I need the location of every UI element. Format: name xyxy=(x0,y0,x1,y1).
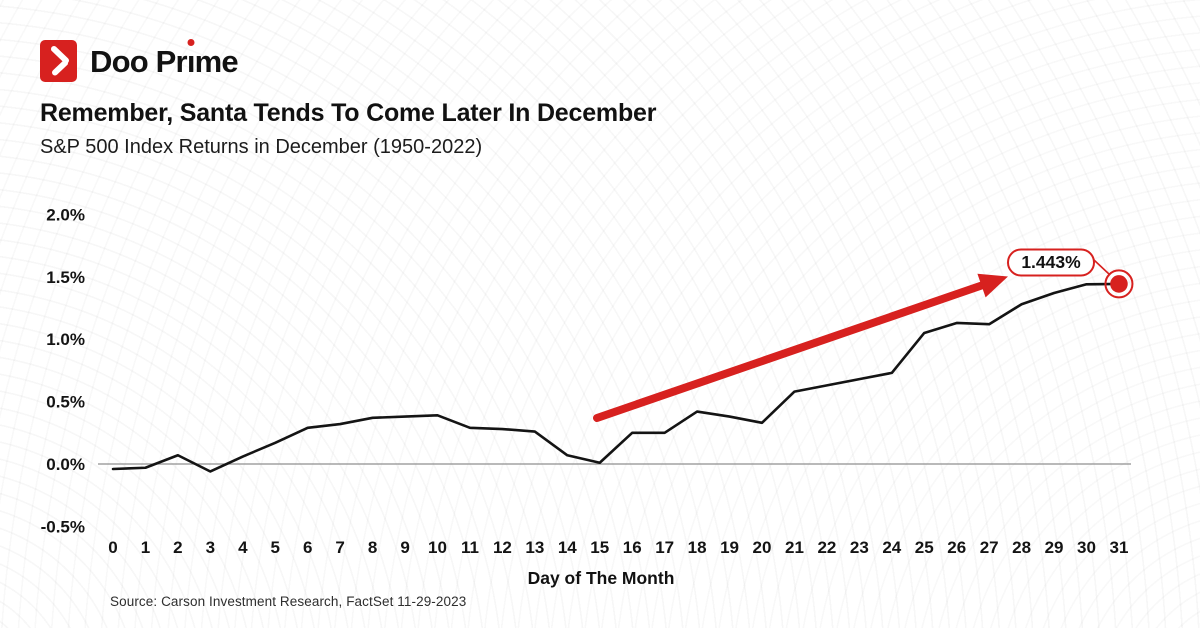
x-tick-label: 21 xyxy=(785,538,804,557)
value-callout: 1.443% xyxy=(1007,248,1111,277)
endpoint-ring xyxy=(1104,269,1134,299)
y-tick-label: -0.5% xyxy=(41,517,85,536)
y-axis-labels: 2.0% 1.5% 1.0% 0.5% 0.0% -0.5% xyxy=(41,205,85,536)
endpoint-marker xyxy=(1104,269,1134,299)
x-tick-label: 26 xyxy=(947,538,966,557)
trend-arrow-shaft xyxy=(593,281,987,422)
logo-text-post: me xyxy=(194,43,239,79)
chart-subtitle: S&P 500 Index Returns in December (1950-… xyxy=(40,136,483,158)
callout-connector xyxy=(1093,259,1111,276)
x-tick-label: 31 xyxy=(1109,538,1128,557)
x-tick-label: 20 xyxy=(753,538,772,557)
x-tick-label: 3 xyxy=(206,538,215,557)
x-tick-label: 9 xyxy=(400,538,409,557)
x-tick-label: 7 xyxy=(335,538,344,557)
chart-title: Remember, Santa Tends To Come Later In D… xyxy=(40,99,657,127)
x-tick-label: 14 xyxy=(558,538,577,557)
y-tick-label: 0.0% xyxy=(46,455,85,474)
callout-pill xyxy=(1007,248,1095,277)
x-tick-label: 2 xyxy=(173,538,182,557)
y-tick-label: 1.0% xyxy=(46,330,85,349)
logo-letter-i: ı xyxy=(187,38,195,77)
doo-prime-logo: Doo Pr ı me xyxy=(40,38,239,82)
logo-red-dot xyxy=(187,38,195,46)
y-tick-label: 1.5% xyxy=(46,268,85,287)
x-tick-label: 16 xyxy=(623,538,642,557)
doo-prime-logo-icon xyxy=(40,40,77,82)
x-tick-label: 18 xyxy=(688,538,707,557)
x-tick-label: 27 xyxy=(980,538,999,557)
x-tick-label: 11 xyxy=(461,538,479,557)
x-tick-label: 15 xyxy=(590,538,609,557)
x-axis-title: Day of The Month xyxy=(528,568,675,588)
x-tick-label: 25 xyxy=(915,538,934,557)
y-tick-label: 0.5% xyxy=(46,393,85,412)
x-axis-labels: 0 1 2 3 4 5 6 7 8 9 10 11 12 13 14 15 16 17 18 19 20 21 22 23 24… xyxy=(108,538,1128,557)
logo-text-pre: Doo Pr xyxy=(90,43,188,79)
x-tick-label: 8 xyxy=(368,538,377,557)
x-tick-label: 5 xyxy=(271,538,280,557)
x-tick-label: 29 xyxy=(1045,538,1064,557)
x-tick-label: 6 xyxy=(303,538,312,557)
x-tick-label: 22 xyxy=(817,538,836,557)
doo-prime-logo-text: Doo Pr ı me xyxy=(90,38,239,79)
trend-arrow-head xyxy=(977,273,1008,298)
callout-value: 1.443% xyxy=(1021,252,1081,272)
x-tick-label: 30 xyxy=(1077,538,1096,557)
x-tick-label: 12 xyxy=(493,538,512,557)
x-tick-label: 10 xyxy=(428,538,447,557)
x-tick-label: 23 xyxy=(850,538,869,557)
source-note: Source: Carson Investment Research, Fact… xyxy=(110,594,467,609)
y-tick-label: 2.0% xyxy=(46,205,85,224)
x-tick-label: 0 xyxy=(108,538,117,557)
x-tick-label: 19 xyxy=(720,538,739,557)
series-line xyxy=(111,282,1121,473)
x-tick-label: 24 xyxy=(882,538,901,557)
x-tick-label: 13 xyxy=(525,538,544,557)
x-tick-label: 28 xyxy=(1012,538,1031,557)
x-tick-label: 1 xyxy=(141,538,150,557)
x-tick-label: 17 xyxy=(655,538,674,557)
trend-arrow xyxy=(593,273,1008,422)
endpoint-dot xyxy=(1110,275,1128,293)
x-tick-label: 4 xyxy=(238,538,248,557)
